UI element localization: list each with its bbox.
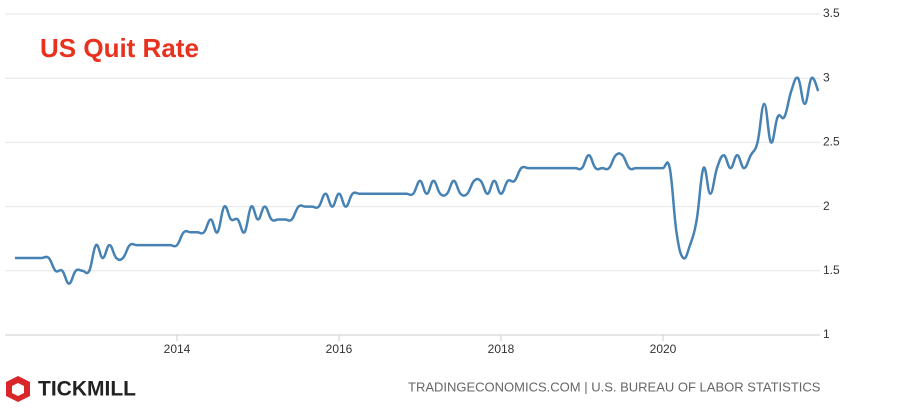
- brand-logo: [6, 376, 30, 402]
- y-tick-label: 1: [823, 327, 830, 341]
- x-tick-label: 2016: [326, 342, 353, 356]
- chart-title: US Quit Rate: [40, 33, 199, 63]
- y-tick-label: 1.5: [823, 263, 840, 277]
- x-tick-label: 2020: [650, 342, 677, 356]
- y-tick-label: 2: [823, 199, 830, 213]
- y-tick-label: 3: [823, 70, 830, 84]
- x-tick-label: 2018: [488, 342, 515, 356]
- y-tick-label: 3.5: [823, 6, 840, 20]
- source: TRADINGECONOMICS.COM | U.S. BUREAU OF LA…: [408, 379, 821, 394]
- x-tick-label: 2014: [164, 342, 191, 356]
- line: [14, 76, 820, 285]
- brand-name: TICKMILL: [38, 378, 136, 401]
- y-tick-label: 2.5: [823, 135, 840, 149]
